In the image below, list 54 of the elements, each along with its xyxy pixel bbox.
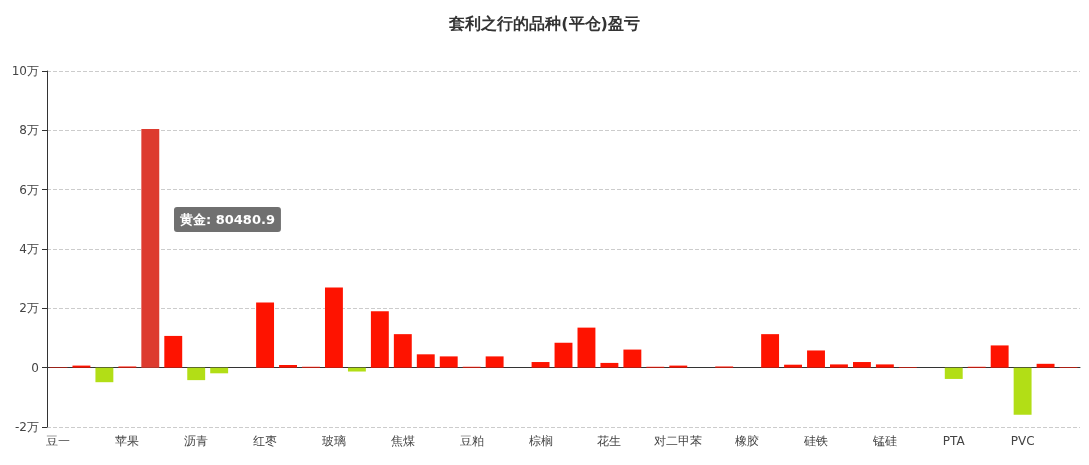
bar bbox=[347, 367, 366, 372]
bar bbox=[439, 356, 458, 368]
x-tick-label: 玻璃 bbox=[321, 434, 346, 448]
x-tick-label: 沥青 bbox=[184, 434, 209, 448]
bar bbox=[875, 364, 894, 368]
bar bbox=[95, 367, 114, 383]
y-tick-label: -2万 bbox=[15, 420, 39, 434]
bar bbox=[600, 362, 619, 368]
bar bbox=[141, 128, 160, 368]
bar bbox=[669, 365, 688, 368]
y-tick-label: 4万 bbox=[19, 242, 39, 256]
x-tick-label: 红枣 bbox=[253, 434, 278, 448]
bar bbox=[1013, 367, 1032, 415]
bar bbox=[416, 354, 435, 368]
x-tick-label: 橡胶 bbox=[735, 434, 760, 448]
bar bbox=[577, 327, 596, 368]
x-tick-label: 豆粕 bbox=[459, 434, 484, 448]
x-tick-label: PVC bbox=[1010, 434, 1035, 448]
y-tick-label: 2万 bbox=[19, 301, 39, 316]
bar bbox=[279, 365, 297, 368]
x-tick-label: 焦煤 bbox=[390, 434, 415, 448]
x-tick-label: 豆一 bbox=[46, 434, 71, 448]
bar bbox=[393, 334, 412, 368]
y-tick-label: 8万 bbox=[19, 123, 39, 138]
bar bbox=[1036, 363, 1055, 368]
bar bbox=[944, 367, 963, 379]
annotation: 黄金: 80480.9 bbox=[179, 212, 275, 227]
x-tick-label: 硅铁 bbox=[803, 434, 829, 448]
bar bbox=[761, 334, 780, 368]
bar bbox=[554, 342, 573, 368]
bar bbox=[187, 367, 206, 381]
bar bbox=[807, 350, 825, 368]
x-tick-label: 苹果 bbox=[115, 434, 140, 448]
bar bbox=[324, 287, 343, 368]
y-tick-label: 0 bbox=[31, 360, 39, 375]
bar bbox=[164, 335, 183, 368]
x-tick-label: 棕榈 bbox=[528, 434, 553, 448]
bar bbox=[852, 362, 871, 368]
x-tick-label: 锰硅 bbox=[871, 434, 897, 448]
bar bbox=[72, 365, 91, 368]
x-tick-label: PTA bbox=[942, 434, 966, 448]
x-tick-label: 花生 bbox=[597, 434, 622, 448]
y-tick-label: 6万 bbox=[19, 182, 39, 197]
chart-title: 套利之行的品种(平仓)盈亏 bbox=[448, 13, 640, 33]
y-tick-label: 10万 bbox=[11, 64, 39, 78]
bar bbox=[623, 349, 642, 368]
x-tick-label: 对二甲苯 bbox=[654, 434, 703, 448]
bar bbox=[784, 364, 803, 368]
bar bbox=[485, 356, 504, 368]
bar bbox=[370, 311, 389, 368]
bar bbox=[830, 364, 848, 368]
bar bbox=[531, 362, 550, 368]
bar bbox=[256, 302, 275, 368]
bar bbox=[990, 345, 1009, 368]
